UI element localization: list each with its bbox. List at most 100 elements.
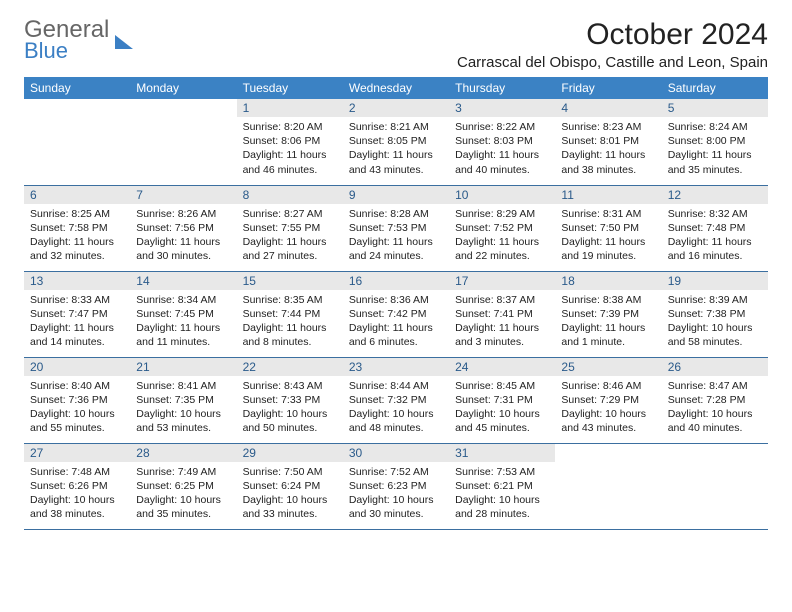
calendar-day-cell: .. — [130, 99, 236, 185]
day-body: Sunrise: 8:20 AMSunset: 8:06 PMDaylight:… — [237, 117, 343, 181]
location-text: Carrascal del Obispo, Castille and Leon,… — [457, 54, 768, 71]
day-body: Sunrise: 8:22 AMSunset: 8:03 PMDaylight:… — [449, 117, 555, 181]
calendar-day-cell: 5Sunrise: 8:24 AMSunset: 8:00 PMDaylight… — [662, 99, 768, 185]
weekday-header: Saturday — [662, 77, 768, 99]
day-number: 10 — [449, 186, 555, 204]
day-body: Sunrise: 8:37 AMSunset: 7:41 PMDaylight:… — [449, 290, 555, 354]
calendar-day-cell: 1Sunrise: 8:20 AMSunset: 8:06 PMDaylight… — [237, 99, 343, 185]
calendar-day-cell: 30Sunrise: 7:52 AMSunset: 6:23 PMDayligh… — [343, 443, 449, 529]
day-number: 1 — [237, 99, 343, 117]
calendar-day-cell: .. — [24, 99, 130, 185]
day-body: Sunrise: 7:53 AMSunset: 6:21 PMDaylight:… — [449, 462, 555, 526]
day-number: 11 — [555, 186, 661, 204]
day-body: Sunrise: 8:27 AMSunset: 7:55 PMDaylight:… — [237, 204, 343, 268]
day-number: 22 — [237, 358, 343, 376]
day-body: Sunrise: 8:38 AMSunset: 7:39 PMDaylight:… — [555, 290, 661, 354]
day-body: Sunrise: 7:52 AMSunset: 6:23 PMDaylight:… — [343, 462, 449, 526]
day-number: 19 — [662, 272, 768, 290]
calendar-week-row: ....1Sunrise: 8:20 AMSunset: 8:06 PMDayl… — [24, 99, 768, 185]
day-body: Sunrise: 8:33 AMSunset: 7:47 PMDaylight:… — [24, 290, 130, 354]
calendar-week-row: 20Sunrise: 8:40 AMSunset: 7:36 PMDayligh… — [24, 357, 768, 443]
day-body: Sunrise: 8:45 AMSunset: 7:31 PMDaylight:… — [449, 376, 555, 440]
calendar-week-row: 27Sunrise: 7:48 AMSunset: 6:26 PMDayligh… — [24, 443, 768, 529]
calendar-day-cell: 3Sunrise: 8:22 AMSunset: 8:03 PMDaylight… — [449, 99, 555, 185]
day-body: Sunrise: 8:39 AMSunset: 7:38 PMDaylight:… — [662, 290, 768, 354]
calendar-day-cell: 29Sunrise: 7:50 AMSunset: 6:24 PMDayligh… — [237, 443, 343, 529]
weekday-header: Sunday — [24, 77, 130, 99]
calendar-day-cell: 15Sunrise: 8:35 AMSunset: 7:44 PMDayligh… — [237, 271, 343, 357]
calendar-day-cell: 14Sunrise: 8:34 AMSunset: 7:45 PMDayligh… — [130, 271, 236, 357]
day-number: 7 — [130, 186, 236, 204]
day-number: 12 — [662, 186, 768, 204]
brand-triangle-icon — [115, 35, 133, 49]
day-number: 24 — [449, 358, 555, 376]
day-body: Sunrise: 7:50 AMSunset: 6:24 PMDaylight:… — [237, 462, 343, 526]
calendar-head: SundayMondayTuesdayWednesdayThursdayFrid… — [24, 77, 768, 99]
month-title: October 2024 — [457, 18, 768, 52]
calendar-day-cell: 4Sunrise: 8:23 AMSunset: 8:01 PMDaylight… — [555, 99, 661, 185]
day-body: Sunrise: 7:49 AMSunset: 6:25 PMDaylight:… — [130, 462, 236, 526]
calendar-day-cell: 31Sunrise: 7:53 AMSunset: 6:21 PMDayligh… — [449, 443, 555, 529]
day-number: 30 — [343, 444, 449, 462]
day-number: 9 — [343, 186, 449, 204]
calendar-day-cell: 8Sunrise: 8:27 AMSunset: 7:55 PMDaylight… — [237, 185, 343, 271]
day-number: 17 — [449, 272, 555, 290]
calendar-day-cell: 2Sunrise: 8:21 AMSunset: 8:05 PMDaylight… — [343, 99, 449, 185]
day-body: Sunrise: 8:28 AMSunset: 7:53 PMDaylight:… — [343, 204, 449, 268]
header: General Blue October 2024 Carrascal del … — [24, 18, 768, 71]
day-body: Sunrise: 8:31 AMSunset: 7:50 PMDaylight:… — [555, 204, 661, 268]
day-number: 6 — [24, 186, 130, 204]
day-body: Sunrise: 8:23 AMSunset: 8:01 PMDaylight:… — [555, 117, 661, 181]
brand-logo: General Blue — [24, 18, 133, 62]
weekday-header: Friday — [555, 77, 661, 99]
day-body: Sunrise: 8:44 AMSunset: 7:32 PMDaylight:… — [343, 376, 449, 440]
calendar-day-cell: .. — [555, 443, 661, 529]
day-body: Sunrise: 8:21 AMSunset: 8:05 PMDaylight:… — [343, 117, 449, 181]
day-body: Sunrise: 8:34 AMSunset: 7:45 PMDaylight:… — [130, 290, 236, 354]
day-number: 29 — [237, 444, 343, 462]
day-number: 27 — [24, 444, 130, 462]
day-body: Sunrise: 8:36 AMSunset: 7:42 PMDaylight:… — [343, 290, 449, 354]
day-body: Sunrise: 8:40 AMSunset: 7:36 PMDaylight:… — [24, 376, 130, 440]
day-number: 13 — [24, 272, 130, 290]
day-number: 25 — [555, 358, 661, 376]
day-number: 8 — [237, 186, 343, 204]
calendar-day-cell: 25Sunrise: 8:46 AMSunset: 7:29 PMDayligh… — [555, 357, 661, 443]
brand-text: General Blue — [24, 18, 109, 62]
title-block: October 2024 Carrascal del Obispo, Casti… — [457, 18, 768, 71]
calendar-day-cell: 17Sunrise: 8:37 AMSunset: 7:41 PMDayligh… — [449, 271, 555, 357]
calendar-day-cell: 19Sunrise: 8:39 AMSunset: 7:38 PMDayligh… — [662, 271, 768, 357]
brand-line2: Blue — [24, 40, 109, 62]
day-body: Sunrise: 8:26 AMSunset: 7:56 PMDaylight:… — [130, 204, 236, 268]
day-number: 23 — [343, 358, 449, 376]
day-number: 15 — [237, 272, 343, 290]
day-body: Sunrise: 8:35 AMSunset: 7:44 PMDaylight:… — [237, 290, 343, 354]
calendar-day-cell: 24Sunrise: 8:45 AMSunset: 7:31 PMDayligh… — [449, 357, 555, 443]
calendar-week-row: 13Sunrise: 8:33 AMSunset: 7:47 PMDayligh… — [24, 271, 768, 357]
weekday-header: Wednesday — [343, 77, 449, 99]
calendar-table: SundayMondayTuesdayWednesdayThursdayFrid… — [24, 77, 768, 530]
day-number: 26 — [662, 358, 768, 376]
calendar-day-cell: 22Sunrise: 8:43 AMSunset: 7:33 PMDayligh… — [237, 357, 343, 443]
day-number: 14 — [130, 272, 236, 290]
day-body: Sunrise: 8:24 AMSunset: 8:00 PMDaylight:… — [662, 117, 768, 181]
calendar-day-cell: 26Sunrise: 8:47 AMSunset: 7:28 PMDayligh… — [662, 357, 768, 443]
day-body: Sunrise: 8:32 AMSunset: 7:48 PMDaylight:… — [662, 204, 768, 268]
weekday-row: SundayMondayTuesdayWednesdayThursdayFrid… — [24, 77, 768, 99]
day-body: Sunrise: 8:46 AMSunset: 7:29 PMDaylight:… — [555, 376, 661, 440]
calendar-day-cell: 23Sunrise: 8:44 AMSunset: 7:32 PMDayligh… — [343, 357, 449, 443]
day-body: Sunrise: 8:25 AMSunset: 7:58 PMDaylight:… — [24, 204, 130, 268]
calendar-day-cell: 16Sunrise: 8:36 AMSunset: 7:42 PMDayligh… — [343, 271, 449, 357]
calendar-day-cell: 13Sunrise: 8:33 AMSunset: 7:47 PMDayligh… — [24, 271, 130, 357]
day-number: 20 — [24, 358, 130, 376]
weekday-header: Thursday — [449, 77, 555, 99]
calendar-day-cell: .. — [662, 443, 768, 529]
calendar-day-cell: 12Sunrise: 8:32 AMSunset: 7:48 PMDayligh… — [662, 185, 768, 271]
day-body: Sunrise: 8:41 AMSunset: 7:35 PMDaylight:… — [130, 376, 236, 440]
weekday-header: Monday — [130, 77, 236, 99]
weekday-header: Tuesday — [237, 77, 343, 99]
day-number: 4 — [555, 99, 661, 117]
day-body: Sunrise: 8:29 AMSunset: 7:52 PMDaylight:… — [449, 204, 555, 268]
day-number: 21 — [130, 358, 236, 376]
day-number: 16 — [343, 272, 449, 290]
